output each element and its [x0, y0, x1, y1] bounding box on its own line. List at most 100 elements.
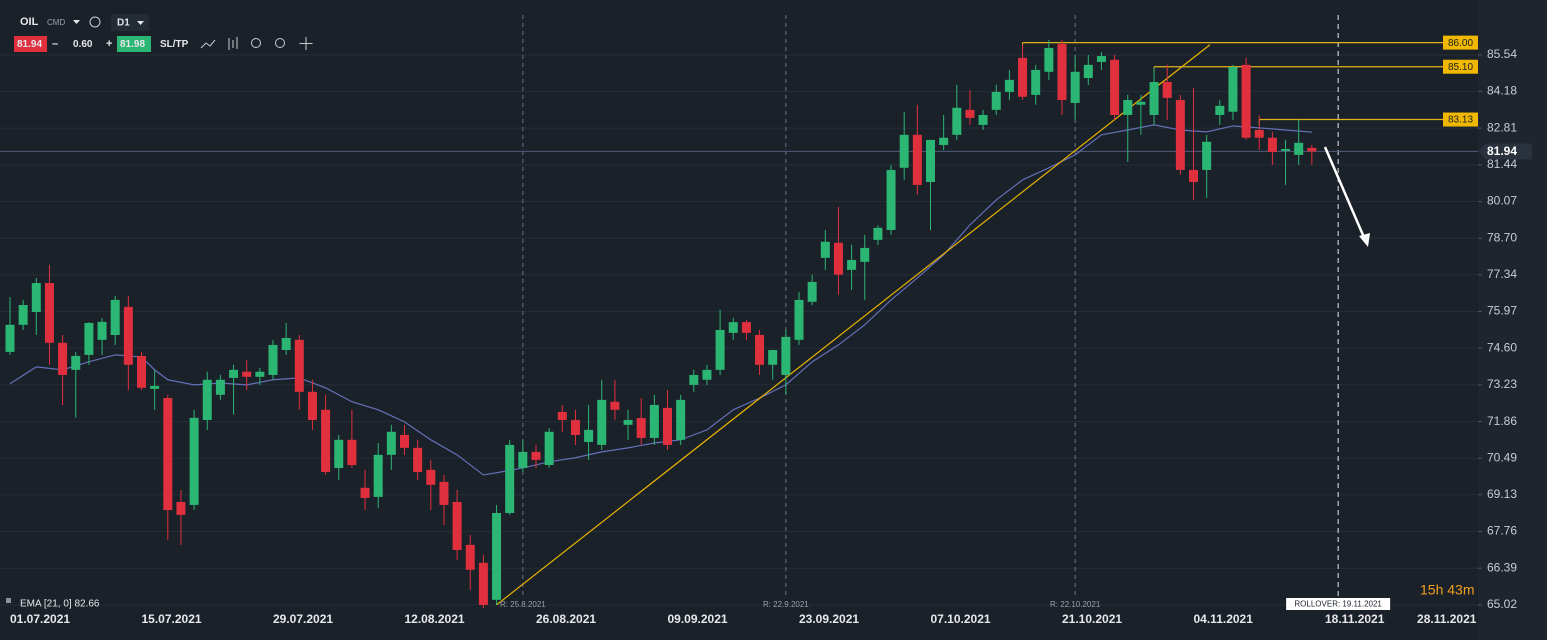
candle-body [31, 283, 41, 312]
candle-body [84, 322, 94, 355]
candle-body [676, 399, 686, 440]
candle-body [952, 107, 962, 135]
candle-body [939, 137, 949, 145]
y-tick-label: 82.81 [1487, 120, 1517, 134]
candle-body [584, 429, 594, 442]
current-price-tag [1478, 143, 1532, 160]
candle-body [202, 379, 212, 420]
candle-body [5, 324, 15, 352]
current-price-label: 81.94 [1487, 144, 1517, 158]
candle-body [163, 398, 173, 511]
trendline [496, 44, 1211, 606]
candle-body [518, 451, 528, 468]
candle-body [242, 371, 252, 377]
level-box [1443, 59, 1478, 74]
candle-body [413, 447, 423, 472]
candle-body [281, 337, 291, 351]
candle-body [702, 369, 712, 380]
candle-body [110, 299, 120, 336]
candle-body [663, 407, 672, 445]
candle-body [794, 299, 804, 340]
x-tick-label: 15.07.2021 [142, 612, 202, 626]
candle-body [1123, 99, 1133, 115]
candle-body [505, 444, 515, 513]
rollover-label: R: 25.8.2021 [500, 600, 546, 609]
x-tick-label: 26.08.2021 [536, 612, 596, 626]
line-tool[interactable] [200, 39, 216, 49]
spread: 0.60 [73, 39, 93, 50]
next-rollover-label: ROLLOVER: 19.11.2021 [1294, 600, 1382, 609]
sell-box[interactable] [14, 36, 47, 52]
candle-body [978, 114, 988, 125]
plus[interactable]: + [106, 38, 112, 50]
buy-price[interactable]: 81.98 [120, 39, 145, 50]
candle-body [439, 481, 449, 505]
candle-body [1044, 47, 1054, 72]
candle-body [991, 91, 1001, 110]
candle-body [1202, 141, 1212, 170]
level-box [1443, 35, 1478, 50]
move-tool[interactable] [299, 37, 313, 50]
x-tick-label: 21.10.2021 [1062, 612, 1122, 626]
candle-body [807, 281, 817, 302]
y-tick-label: 77.34 [1487, 267, 1517, 281]
candle-body [97, 321, 107, 340]
candle-body [886, 169, 896, 230]
candle-tool[interactable] [228, 37, 238, 50]
candle-body [360, 487, 370, 498]
interval-box[interactable] [111, 14, 149, 31]
candle-body [781, 336, 791, 375]
candle-body [1096, 56, 1106, 62]
level-label: 83.13 [1448, 115, 1473, 126]
x-tick-label: 12.08.2021 [405, 612, 465, 626]
candle-body [400, 434, 409, 448]
candle-body [492, 512, 502, 600]
candle-body [1175, 99, 1185, 170]
candle-body [768, 350, 778, 365]
minus[interactable]: – [52, 38, 58, 50]
x-tick-label: 23.09.2021 [799, 612, 859, 626]
y-tick-label: 80.07 [1487, 194, 1517, 208]
candle-body [1070, 71, 1080, 103]
candle-body [426, 469, 436, 485]
x-tick-label: 04.11.2021 [1194, 612, 1254, 626]
indicator-icon[interactable] [6, 598, 11, 603]
candle-body [465, 544, 475, 570]
candle-body [123, 306, 133, 365]
market: CMD [47, 18, 65, 27]
sell-price[interactable]: 81.94 [17, 39, 42, 50]
info-icon[interactable] [89, 16, 101, 28]
rollover-label: R: 22.9.2021 [763, 600, 809, 609]
x-tick-label: 07.10.2021 [931, 612, 991, 626]
candle-body [597, 399, 607, 445]
sl-tp[interactable]: SL/TP [160, 39, 189, 50]
candle-body [649, 404, 659, 438]
candle-body [926, 139, 935, 182]
interval[interactable]: D1 [117, 18, 130, 29]
candle-body [689, 374, 699, 385]
y-tick-label: 66.39 [1487, 560, 1517, 574]
x-tick-label: 09.09.2021 [668, 612, 728, 626]
x-tick-label: 29.07.2021 [273, 612, 333, 626]
candle-body [373, 454, 383, 497]
symbol-dropdown[interactable] [73, 20, 80, 24]
next-rollover-box [1286, 598, 1391, 610]
candle-body [1083, 64, 1093, 78]
candle-body [307, 391, 317, 420]
ema-label: EMA [21, 0] 82.66 [20, 599, 100, 610]
candle-body [912, 134, 922, 185]
plot: 86.00 85.10 83.13 [5, 35, 1478, 609]
candle-body [557, 411, 567, 420]
zoom-in[interactable] [275, 38, 285, 48]
interval-dropdown[interactable] [137, 21, 144, 25]
arrow-head [1359, 233, 1370, 247]
buy-box[interactable] [117, 36, 151, 52]
y-tick-label: 84.18 [1487, 84, 1517, 98]
candle-body [18, 305, 28, 325]
candle-body [294, 339, 304, 392]
candle-body [531, 451, 541, 460]
y-tick-label: 74.60 [1487, 340, 1517, 354]
symbol[interactable]: OIL [20, 16, 39, 28]
zoom-out[interactable] [251, 38, 261, 48]
